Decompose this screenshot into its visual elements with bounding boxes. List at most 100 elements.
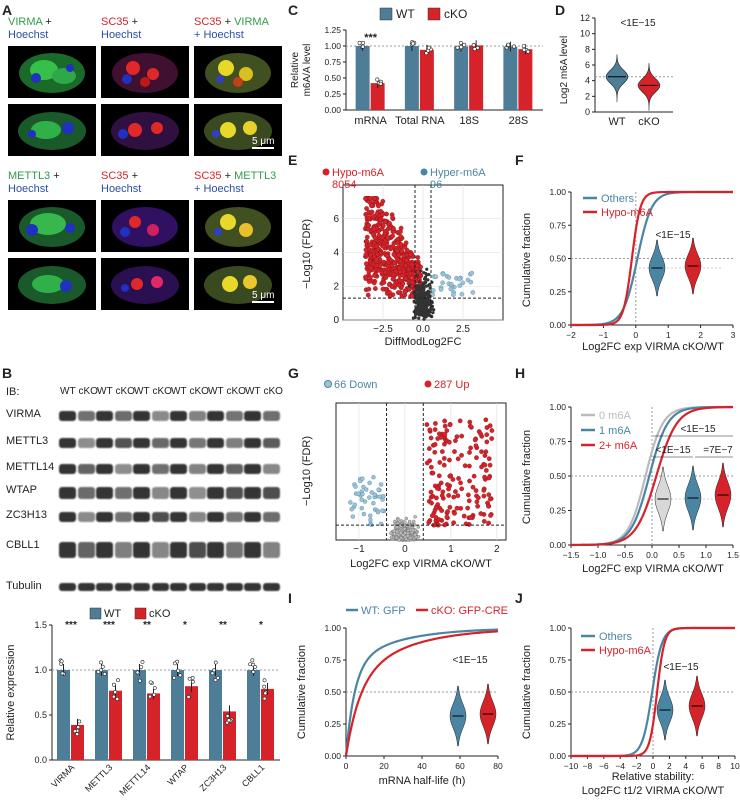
b-band <box>133 411 150 421</box>
panel-label-a: A <box>2 2 13 18</box>
h-x-tick-label: −1.0 <box>590 550 607 560</box>
b-bar <box>261 688 274 760</box>
f-x-tick-label: −1 <box>599 330 609 340</box>
g-point-up <box>454 434 460 440</box>
e-point-hypo <box>363 252 369 257</box>
c-point <box>459 45 464 50</box>
b-point <box>250 658 255 663</box>
c-y-tick-label: 1.00 <box>324 41 341 51</box>
f-y-tick-label: 0.50 <box>549 254 566 264</box>
b-point <box>111 694 116 699</box>
j-y-tick-label: 0.50 <box>549 687 566 697</box>
chart-c-bars: WT cKO 0.00 0.25 0.50 0.75 1.00 1.25 Relative m6A… <box>290 7 543 127</box>
b-point <box>248 662 252 667</box>
b-protein-label: VIRMA <box>6 408 41 420</box>
h-x-tick-label: 1.0 <box>700 550 712 560</box>
a-img-r2c1 <box>8 200 96 252</box>
g-point-down <box>360 491 365 497</box>
b-band <box>133 487 150 499</box>
b-band <box>96 464 113 474</box>
b-x-label: ZC3H13 <box>198 762 229 793</box>
e-point-ns <box>415 287 419 292</box>
g-point-up <box>436 473 442 479</box>
e-point-hyper <box>459 291 465 297</box>
b-point <box>99 660 103 665</box>
b-point <box>212 668 216 673</box>
b-y-tick-label: 0.5 <box>34 710 47 720</box>
b-x-label: CBLL1 <box>240 762 267 789</box>
g-point-down <box>360 476 365 481</box>
g-point-up <box>429 464 434 470</box>
b-lane-label: WT <box>171 386 187 397</box>
e-point-hypo <box>381 259 386 265</box>
h-legend-item: 0 m6A <box>599 410 631 422</box>
g-point-up <box>457 418 463 424</box>
a-label-3-hoechst: + Hoechst <box>194 29 244 41</box>
g-point-down <box>359 505 364 511</box>
e-point-hypo <box>364 234 370 240</box>
a-img-r2c3 <box>194 200 282 252</box>
b-band <box>114 542 132 558</box>
g-point-up <box>453 489 458 494</box>
g-legend-up-dot <box>424 380 432 388</box>
b-band <box>151 542 169 558</box>
a-label-5: SC35 + Hoechst <box>101 170 141 196</box>
b-band <box>225 583 243 591</box>
b-band <box>114 411 132 421</box>
j-x-tick-label: 6 <box>700 761 705 771</box>
e-y-tick-label: 2 <box>333 281 339 292</box>
e-point-ns <box>418 308 422 312</box>
e-point-ns <box>420 302 424 306</box>
b-band <box>170 438 187 448</box>
g-point-up <box>433 421 438 426</box>
g-point-up <box>488 513 493 518</box>
e-point-hypo <box>383 269 388 275</box>
e-point-ns <box>416 310 420 315</box>
a-label-4-mettl3: METTL3 <box>8 170 51 182</box>
h-y-tick-label: 1.00 <box>549 402 566 412</box>
i-y-tick-label: 1.00 <box>324 623 341 633</box>
j-legend-hypo: Hypo-m6A <box>599 645 652 657</box>
g-point-up <box>467 419 473 425</box>
e-point-hypo <box>381 243 386 249</box>
b-band <box>133 438 150 448</box>
g-point-up <box>475 503 480 509</box>
b-band <box>188 512 206 522</box>
e-point-hypo <box>394 248 400 254</box>
e-point-hypo <box>396 252 402 258</box>
g-point-ns <box>401 533 405 537</box>
g-point-ns <box>395 521 400 526</box>
g-point-up <box>483 468 489 473</box>
g-point-up <box>461 513 467 519</box>
b-point <box>172 675 177 680</box>
e-point-hypo <box>390 233 396 239</box>
b-bar <box>109 690 122 760</box>
g-point-up <box>482 474 487 480</box>
e-point-ns <box>419 269 423 273</box>
b-point <box>99 668 103 672</box>
g-point-up <box>441 456 447 461</box>
g-point-up <box>439 493 445 498</box>
e-point-hypo <box>399 248 405 254</box>
g-point-up <box>436 517 442 522</box>
b-lane-label: cKO <box>189 386 209 397</box>
a-label-5-sc35: SC35 <box>101 170 129 182</box>
e-point-hypo <box>397 269 403 275</box>
c-bar <box>518 49 533 110</box>
b-point <box>148 694 152 699</box>
e-point-ns <box>413 291 417 296</box>
chart-e-volcano: −2.5 0.0 2.5 0 2 4 6 DiffModLog2FC −Log10 (FDR) H… <box>301 167 504 348</box>
b-point <box>73 729 77 734</box>
g-point-up <box>424 422 430 427</box>
g-point-ns <box>413 532 417 537</box>
g-point-up <box>487 496 493 502</box>
c-x-label: Total RNA <box>395 115 445 127</box>
e-point-hypo <box>364 238 370 244</box>
b-point <box>178 673 183 678</box>
g-point-up <box>466 498 472 504</box>
b-band <box>244 438 261 448</box>
b-bar <box>209 670 222 760</box>
g-point-up <box>432 449 438 455</box>
b-band <box>151 464 169 474</box>
b-legend-ko-swatch <box>134 607 147 620</box>
